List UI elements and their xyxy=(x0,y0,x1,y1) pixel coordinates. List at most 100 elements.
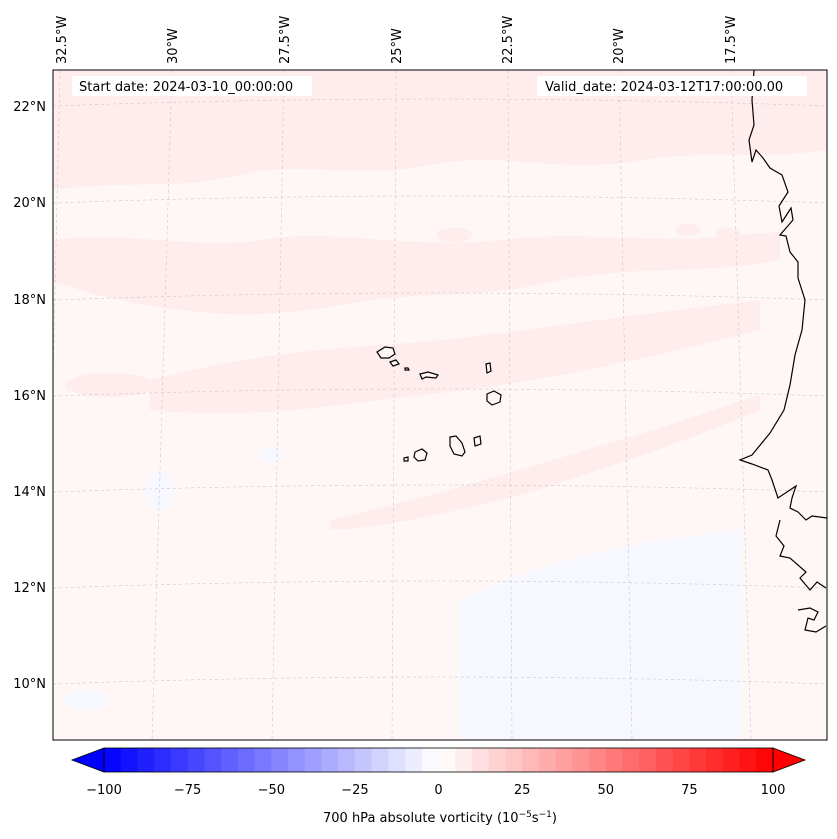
gridline-lon-30 xyxy=(151,70,173,740)
colorbar-tick-label: 0 xyxy=(434,783,442,798)
colorbar-cell xyxy=(221,748,239,772)
field-blue-blob-2 xyxy=(63,690,107,710)
lon-label-25w: 25°W xyxy=(390,28,405,64)
lat-label-18n: 18°N xyxy=(13,293,46,308)
gridline-lon-27.5 xyxy=(271,70,285,740)
colorbar-cell xyxy=(538,748,557,772)
island-sao-nicolau xyxy=(419,371,439,380)
map-panel xyxy=(53,70,827,740)
colorbar-cell xyxy=(421,748,440,772)
island-boa-vista xyxy=(486,390,502,406)
colorbar-tick-label: −100 xyxy=(86,783,122,798)
colorbar-cell xyxy=(254,748,272,772)
colorbar-cell xyxy=(572,748,590,772)
colorbar-cell xyxy=(722,748,741,772)
cape-verde-islands xyxy=(376,346,502,462)
colorbar-cell xyxy=(756,748,774,772)
valid-date-label: Valid_date: 2024-03-12T17:00:00.00 xyxy=(545,80,783,95)
field-faint-blue-south xyxy=(460,530,740,740)
gridline-lon-20 xyxy=(618,70,633,740)
island-santo-antao xyxy=(376,346,396,359)
field-red-blob-4 xyxy=(716,228,740,240)
west-africa-coastline xyxy=(738,70,827,633)
colorbar-cell xyxy=(605,748,623,772)
latitude-labels: 22°N 20°N 18°N 16°N 14°N 12°N 10°N xyxy=(13,100,46,692)
colorbar-cell xyxy=(522,748,540,772)
colorbar-cell xyxy=(405,748,423,772)
colorbar-tick-label: −25 xyxy=(341,783,368,798)
field-blue-blob-1 xyxy=(146,470,174,510)
gridline-lon-22.5 xyxy=(507,70,513,740)
colorbar: −100 −75 −50 −25 0 25 50 75 100 700 hPa … xyxy=(70,747,807,826)
longitude-labels: 32.5°W 30°W 27.5°W 25°W 22.5°W 20°W 17.5… xyxy=(55,16,739,64)
colorbar-cell xyxy=(120,748,138,772)
island-sao-vicente xyxy=(389,359,400,367)
lat-label-22n: 22°N xyxy=(13,100,46,115)
start-date-box xyxy=(72,76,312,96)
lon-label-32.5w: 32.5°W xyxy=(55,16,70,64)
gridline-lat-14 xyxy=(53,484,827,493)
colorbar-cell xyxy=(187,748,205,772)
colorbar-cell xyxy=(104,748,122,772)
island-santiago xyxy=(449,435,466,457)
lon-label-20w: 20°W xyxy=(612,28,627,64)
gridlines xyxy=(53,70,827,740)
field-blue-blob-3 xyxy=(258,447,282,463)
colorbar-tick-label: 50 xyxy=(598,783,615,798)
lon-label-27.5w: 27.5°W xyxy=(278,16,293,64)
lat-label-16n: 16°N xyxy=(13,389,46,404)
gridline-lat-20 xyxy=(53,195,827,204)
gridline-lat-10 xyxy=(53,676,827,685)
field-light-red-trail xyxy=(330,395,760,530)
colorbar-extend-min-arrow xyxy=(70,747,105,773)
gridline-lon-25 xyxy=(391,70,397,740)
gridline-lat-18 xyxy=(53,292,827,301)
colorbar-cell xyxy=(706,748,724,772)
lat-label-10n: 10°N xyxy=(13,677,46,692)
gridline-lon-32.5 xyxy=(53,70,61,381)
lon-label-22.5w: 22.5°W xyxy=(501,16,516,64)
colorbar-cell xyxy=(154,748,172,772)
lat-label-20n: 20°N xyxy=(13,196,46,211)
colorbar-cells xyxy=(104,748,774,772)
colorbar-cell xyxy=(555,748,573,772)
gridline-lon-17.5 xyxy=(730,70,752,740)
gridline-lat-16 xyxy=(53,388,827,397)
island-maio xyxy=(473,435,482,447)
field-red-blob-1 xyxy=(65,373,155,397)
field-light-red-band xyxy=(53,232,780,315)
colorbar-outline xyxy=(103,747,774,773)
colorbar-title: 700 hPa absolute vorticity (10−5s−1) xyxy=(323,810,557,826)
colorbar-cell xyxy=(237,748,256,772)
lat-label-12n: 12°N xyxy=(13,581,46,596)
colorbar-tick-label: 25 xyxy=(514,783,531,798)
colorbar-cell xyxy=(271,748,289,772)
valid-date-box xyxy=(537,76,807,96)
colorbar-cell xyxy=(287,748,306,772)
colorbar-cell xyxy=(739,748,757,772)
colorbar-cell xyxy=(204,748,222,772)
gridline-lat-12 xyxy=(53,580,827,589)
field-red-blob-3 xyxy=(676,224,700,236)
island-brava xyxy=(403,456,409,462)
island-santa-luzia xyxy=(404,367,410,371)
field-red-blob-5 xyxy=(593,243,613,253)
colorbar-tick-label: 100 xyxy=(761,783,786,798)
colorbar-cell xyxy=(371,748,389,772)
colorbar-cell xyxy=(455,748,473,772)
colorbar-cell xyxy=(622,748,640,772)
field-red-blob-2 xyxy=(437,228,473,242)
colorbar-cell xyxy=(589,748,607,772)
colorbar-extend-max-arrow xyxy=(772,747,807,773)
lat-label-14n: 14°N xyxy=(13,485,46,500)
colorbar-cell xyxy=(304,748,322,772)
start-date-label: Start date: 2024-03-10_00:00:00 xyxy=(79,80,293,95)
island-fogo xyxy=(413,448,428,462)
colorbar-cell xyxy=(170,748,189,772)
lon-label-30w: 30°W xyxy=(166,28,181,64)
colorbar-cell xyxy=(672,748,690,772)
colorbar-cell xyxy=(321,748,339,772)
gridline-lat-22 xyxy=(53,98,827,107)
lon-label-17.5w: 17.5°W xyxy=(724,16,739,64)
